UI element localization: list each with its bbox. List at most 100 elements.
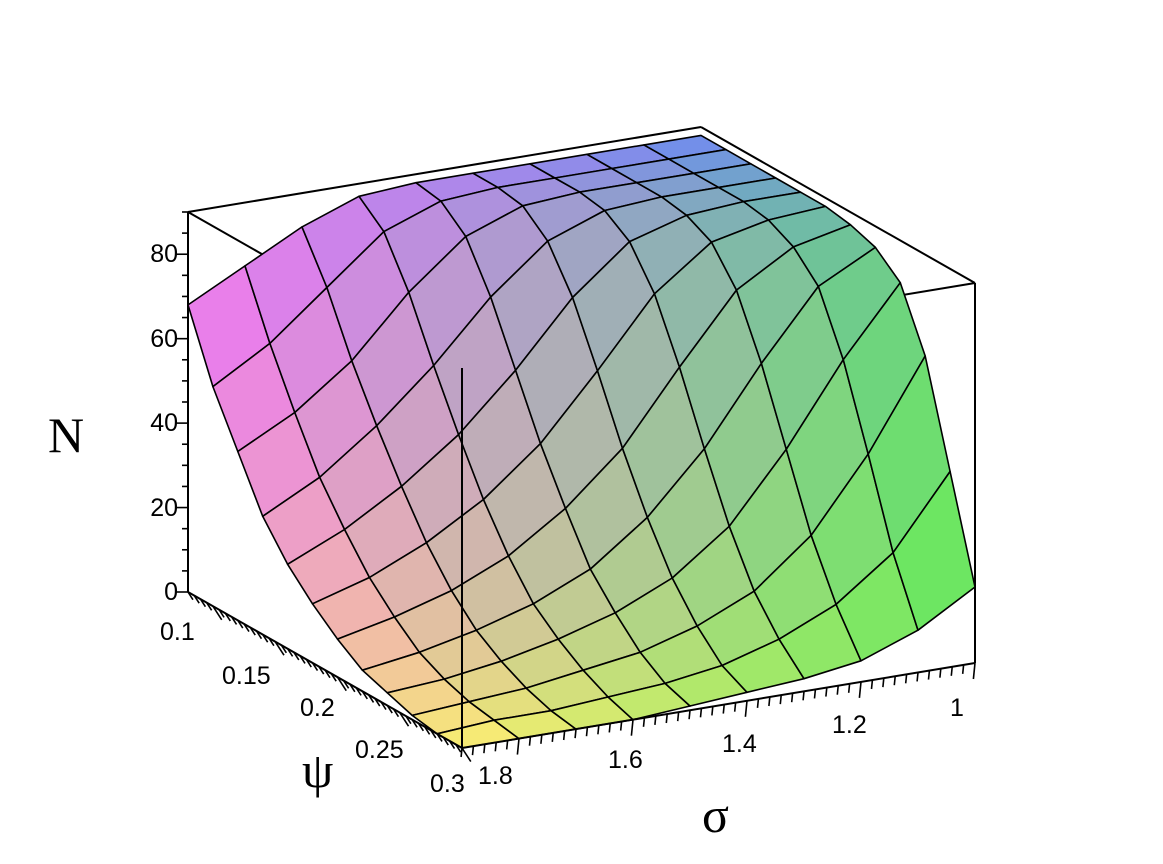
z-axis-title: N [48,407,84,463]
sigma-axis-title: σ [702,787,729,843]
psi-minor-tick [330,673,337,682]
psi-minor-tick [349,683,356,693]
sigma-minor-tick [505,740,509,750]
psi-minor-tick [187,591,194,601]
psi-tick-label-0.1: 0.1 [160,618,195,646]
z-tick-label-20: 20 [150,494,178,522]
psi-minor-tick [206,602,213,611]
sigma-minor-tick [882,678,885,688]
surface-patch [892,470,976,632]
sigma-minor-tick [585,727,589,737]
psi-minor-tick [237,619,244,629]
psi-minor-tick [448,740,456,749]
sigma-tick-label-1.6: 1.6 [608,746,643,774]
sigma-tick-label-1: 1 [950,694,964,722]
sigma-minor-tick [779,695,782,705]
sigma-minor-tick [642,717,646,727]
sigma-major-tick [972,662,976,680]
psi-tick-label-0.2: 0.2 [300,694,335,722]
psi-minor-tick [293,651,300,661]
sigma-minor-tick [483,744,486,754]
psi-minor-tick [224,612,231,622]
psi-minor-tick [367,694,375,703]
sigma-minor-tick [562,730,566,741]
psi-minor-tick [318,666,325,675]
psi-minor-tick [199,598,207,608]
frame-edge-top-back [187,126,702,213]
sigma-minor-tick [904,674,908,684]
psi-minor-tick [380,701,387,710]
sigma-minor-tick [551,732,554,742]
psi-axis-title: ψ [302,742,333,798]
psi-minor-tick [455,744,462,753]
sigma-minor-tick [847,683,851,693]
psi-major-tick [399,712,410,727]
psi-minor-tick [280,644,288,654]
sigma-minor-tick [733,702,737,712]
sigma-minor-tick [756,698,760,708]
frame-edge-top-right [700,126,976,284]
psi-tick-label-0.15: 0.15 [222,662,271,690]
psi-minor-tick [230,616,238,625]
frame-edge-floor-sigma [461,662,976,749]
psi-minor-tick [423,726,431,735]
psi-minor-tick [305,658,312,668]
sigma-minor-tick [688,710,691,720]
sigma-minor-tick [471,746,475,756]
psi-major-tick [461,747,472,763]
sigma-minor-tick [893,676,896,686]
z-tick-label-60: 60 [150,325,178,353]
sigma-minor-tick [836,685,839,695]
sigma-minor-tick [608,723,611,733]
psi-minor-tick [262,634,269,643]
psi-minor-tick [286,648,294,657]
sigma-minor-tick [813,689,817,699]
psi-minor-tick [324,669,331,679]
psi-major-tick [212,605,223,621]
sigma-minor-tick [802,691,805,701]
sigma-minor-tick [597,725,600,735]
psi-minor-tick [374,697,381,707]
sigma-major-tick [516,738,520,755]
psi-minor-tick [343,680,350,689]
sigma-minor-tick [950,666,953,676]
sigma-major-tick [858,681,862,698]
sigma-minor-tick [927,670,931,680]
psi-major-tick [336,676,347,692]
sigma-minor-tick [768,696,771,707]
psi-minor-tick [255,630,263,640]
sigma-minor-tick [825,687,828,697]
psi-minor-tick [442,736,449,746]
sigma-minor-tick [870,679,874,690]
sigma-major-tick [630,719,634,736]
psi-minor-tick [299,655,306,664]
psi-tick-labels: 0.1 0.15 0.2 0.25 0.3 [160,618,465,798]
sigma-minor-tick [654,715,657,725]
z-tick-labels: 0 20 40 60 80 [150,240,178,606]
ticks [176,211,976,763]
psi-tick-label-0.25: 0.25 [355,736,404,764]
sigma-minor-tick [916,672,919,682]
psi-minor-tick [268,637,275,647]
sigma-tick-labels: 1.8 1.6 1.4 1.2 1 [478,694,964,790]
sigma-minor-tick [722,704,725,714]
sigma-tick-label-1.8: 1.8 [478,762,513,790]
psi-major-tick [274,641,285,656]
sigma-minor-tick [790,693,794,703]
sigma-minor-tick [619,721,623,731]
psi-tick-label-0.3: 0.3 [430,770,465,798]
surface [187,134,976,749]
psi-minor-tick [411,719,418,728]
z-tick-label-40: 40 [150,409,178,437]
psi-minor-tick [386,705,393,714]
psi-minor-tick [417,722,425,732]
psi-minor-tick [392,708,400,718]
psi-minor-tick [436,733,443,742]
psi-minor-tick [243,623,250,632]
sigma-minor-tick [460,747,463,758]
sigma-minor-tick [961,664,965,674]
sigma-tick-label-1.4: 1.4 [722,730,757,758]
psi-minor-tick [249,627,256,636]
psi-minor-tick [311,662,319,671]
